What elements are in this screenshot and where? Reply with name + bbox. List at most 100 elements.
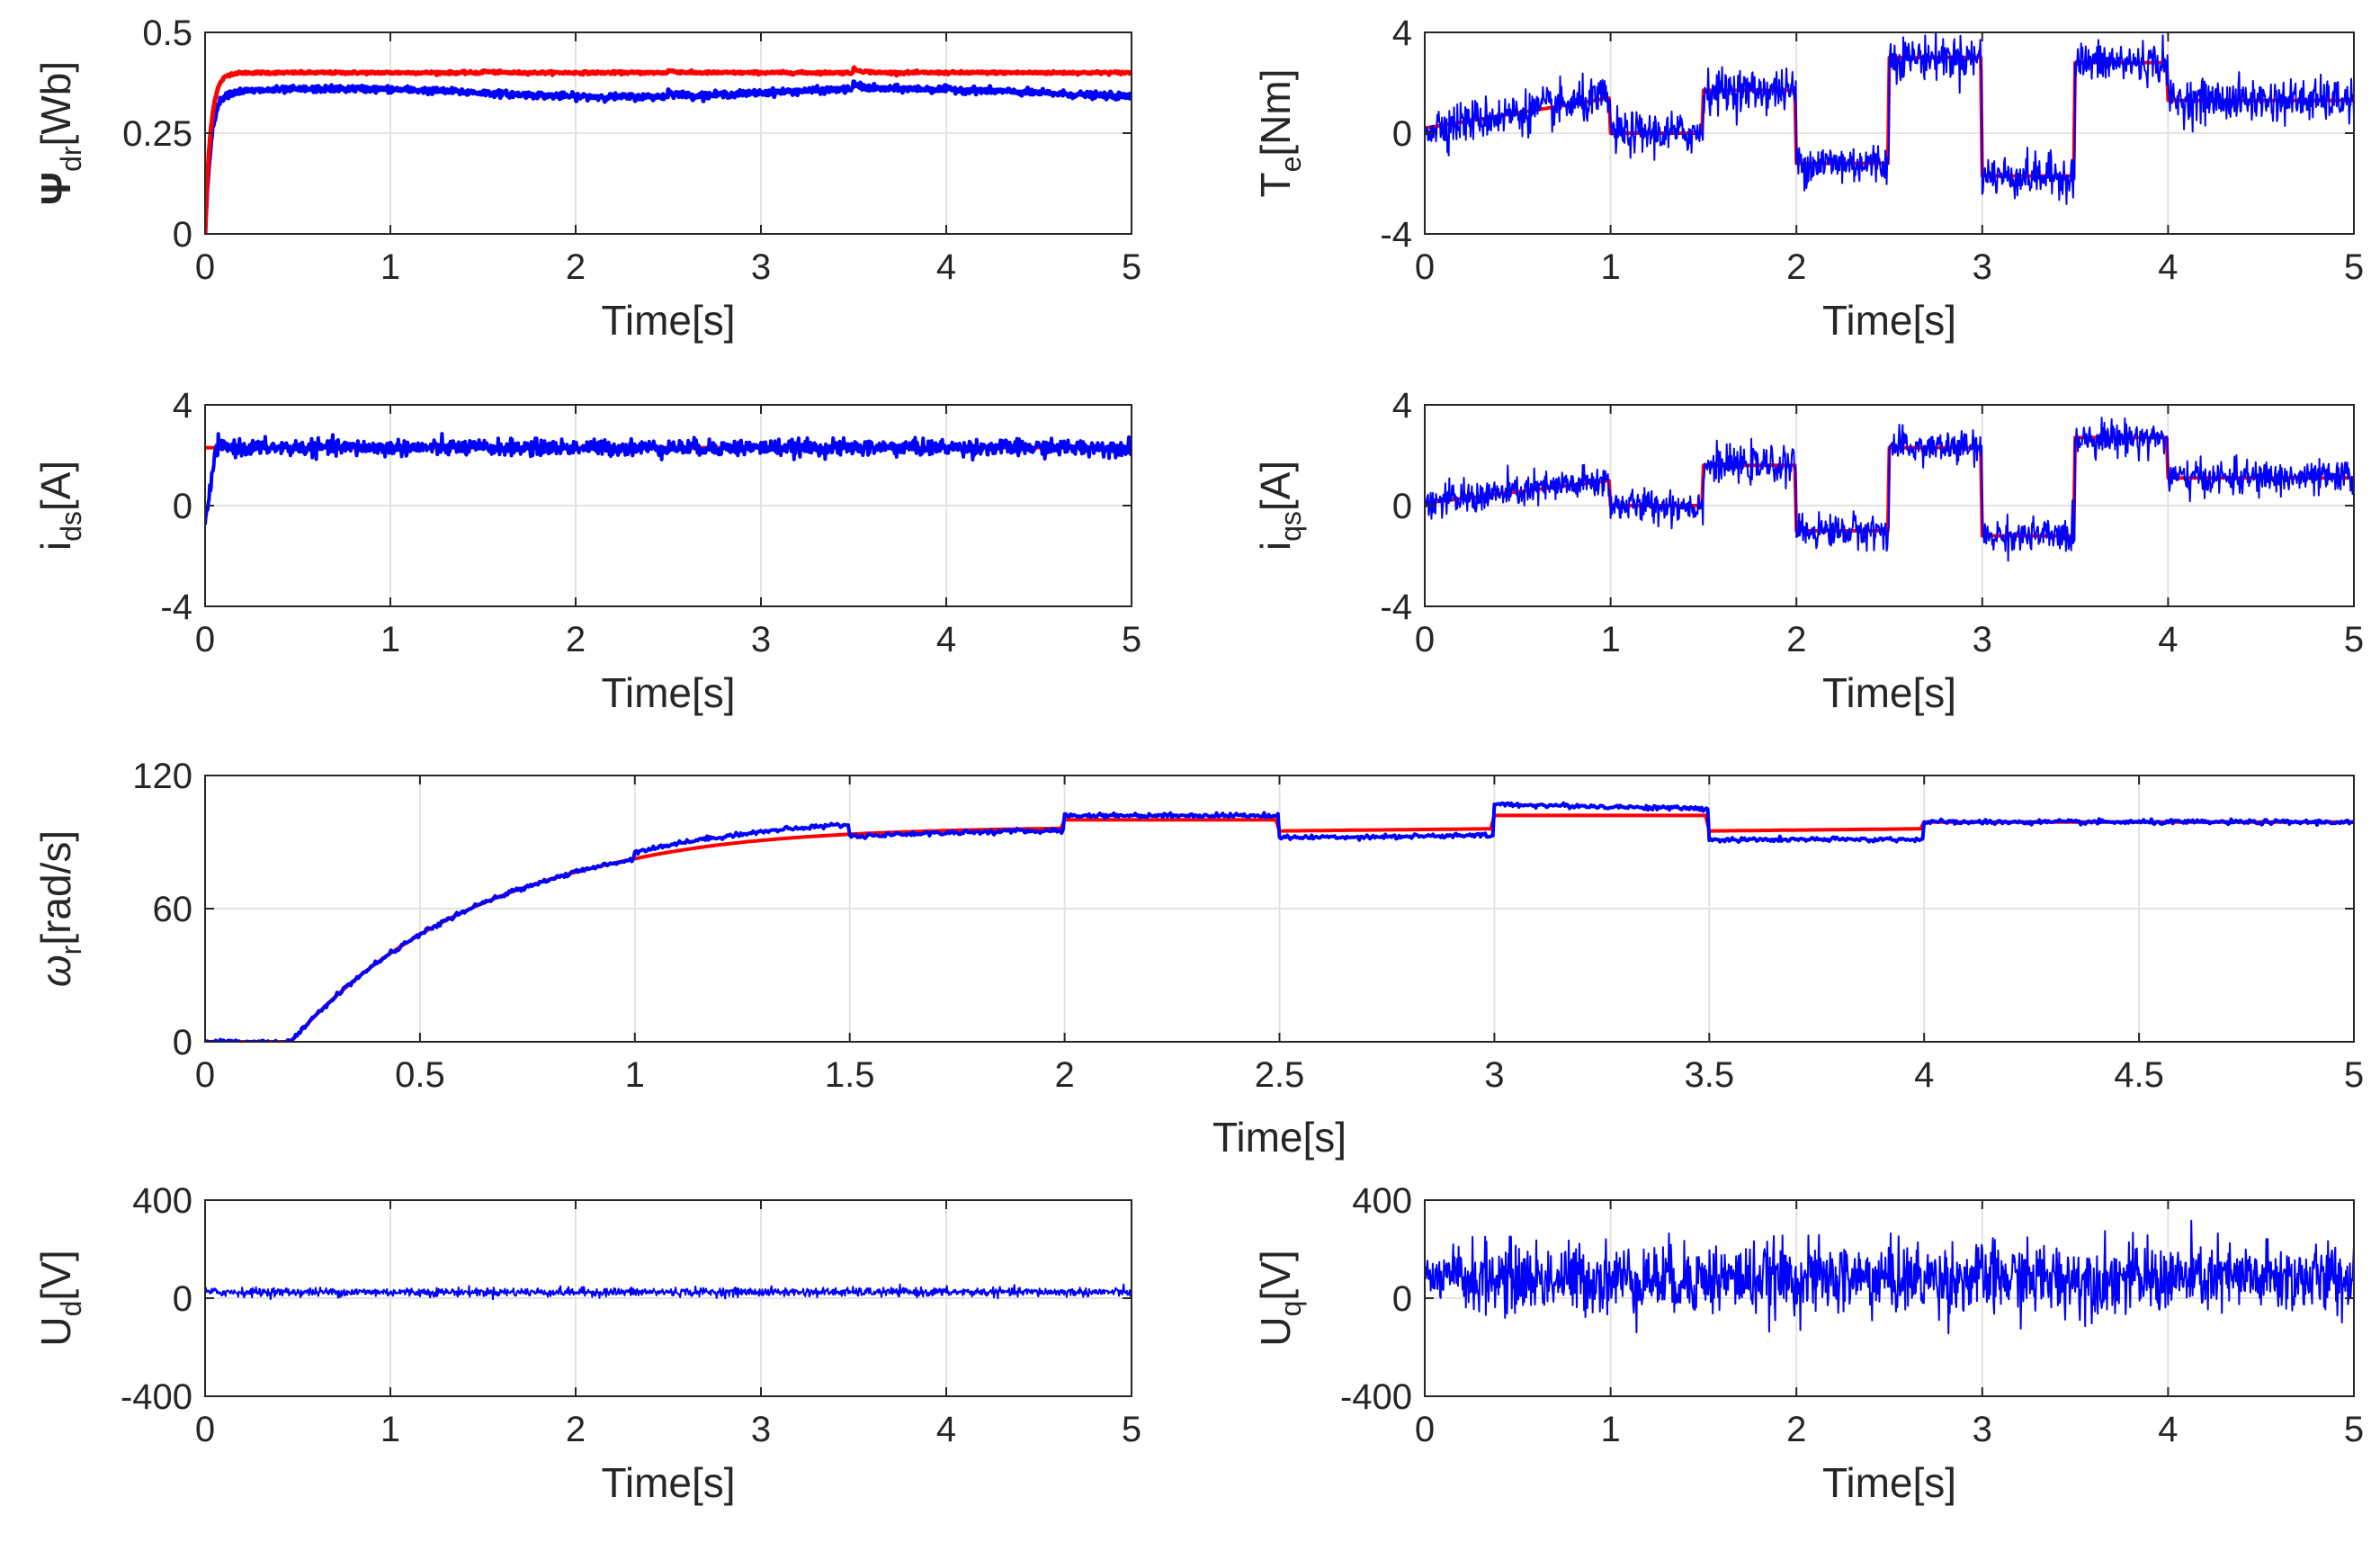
uq-ylabel: Uq[V] — [1252, 1250, 1307, 1346]
ids-ylabel: ids[A] — [32, 461, 87, 551]
uq-actual-series — [1425, 1219, 2354, 1335]
ylabel-symbol: i — [32, 542, 79, 551]
iqs-actual-series — [1425, 417, 2354, 562]
x-tick-label: 0 — [195, 620, 215, 659]
x-tick-label: 1 — [380, 1410, 400, 1449]
x-tick-label: 5 — [1122, 247, 1141, 287]
te-xlabel: Time[s] — [1822, 297, 1956, 344]
uq-xlabel: Time[s] — [1822, 1459, 1956, 1506]
x-tick-label: 0 — [195, 247, 215, 287]
psi-dr-axes: 0 1 2 3 4 5 0 0.25 0.5 Time[s] Ψdr[Wb] — [32, 13, 1141, 344]
y-tick-label: 0 — [173, 487, 192, 526]
y-tick-label: 0 — [1392, 487, 1412, 526]
ylabel-subscript: r — [55, 945, 87, 955]
x-tick-label: 4 — [2158, 1410, 2178, 1449]
x-tick-label: 3 — [1484, 1055, 1504, 1095]
x-tick-label: 1 — [625, 1055, 645, 1095]
x-tick-label: 5 — [1122, 1410, 1141, 1449]
ylabel-symbol: T — [1252, 172, 1299, 197]
x-tick-label: 2 — [566, 1410, 586, 1449]
y-tick-label: 0 — [173, 215, 192, 255]
y-tick-label: 0.5 — [142, 13, 192, 53]
y-tick-label: 60 — [153, 890, 193, 929]
y-tick-label: 4 — [1392, 13, 1412, 53]
ylabel-subscript: ds — [55, 511, 87, 542]
ylabel-subscript: d — [55, 1301, 87, 1317]
y-tick-label: -400 — [1340, 1377, 1412, 1417]
x-tick-label: 3 — [751, 1410, 771, 1449]
ylabel-symbol: Ψ — [32, 172, 79, 205]
iqs-xlabel: Time[s] — [1822, 669, 1956, 716]
y-tick-label: 0 — [173, 1279, 192, 1319]
x-tick-label: 4 — [936, 620, 956, 659]
x-tick-label: 1 — [1600, 620, 1620, 659]
x-tick-label: 1.5 — [825, 1055, 875, 1095]
x-tick-label: 4 — [2158, 247, 2178, 287]
ylabel-unit: [A] — [32, 461, 79, 511]
x-tick-label: 1 — [1600, 247, 1620, 287]
y-tick-label: 0 — [1392, 114, 1412, 154]
ylabel-subscript: qs — [1275, 511, 1307, 542]
x-tick-label: 5 — [2344, 620, 2364, 659]
omega-r-ylabel: ωr[rad/s] — [32, 830, 87, 987]
x-tick-label: 3 — [751, 620, 771, 659]
ud-actual-series — [205, 1283, 1132, 1301]
omega-r-axes: 0 0.5 1 1.5 2 2.5 3 3.5 4 4.5 5 0 60 120 Time[s] ωr[rad… — [32, 757, 2364, 1161]
x-tick-label: 0 — [1415, 620, 1435, 659]
x-tick-label: 2 — [1786, 620, 1806, 659]
ylabel-unit: [V] — [1252, 1250, 1299, 1300]
y-tick-label: 400 — [1352, 1181, 1412, 1221]
ylabel-symbol: ω — [32, 955, 79, 987]
y-tick-label: -4 — [160, 587, 192, 627]
iqs-ylabel: iqs[A] — [1252, 461, 1307, 551]
y-tick-label: -4 — [1380, 215, 1412, 255]
x-tick-label: 2.5 — [1255, 1055, 1305, 1095]
x-tick-label: 2 — [1786, 1410, 1806, 1449]
ylabel-unit: [rad/s] — [32, 830, 79, 946]
x-tick-label: 1 — [380, 620, 400, 659]
omega-r-actual-series — [205, 801, 2354, 1042]
x-tick-label: 2 — [1054, 1055, 1074, 1095]
x-tick-label: 3 — [1973, 1410, 1992, 1449]
x-tick-label: 4.5 — [2114, 1055, 2164, 1095]
y-tick-label: 0.25 — [122, 114, 192, 154]
psi-dr-actual-series — [205, 79, 1132, 234]
psi-dr-reference-series — [205, 65, 1132, 234]
ylabel-subscript: q — [1275, 1301, 1307, 1317]
ylabel-unit: [A] — [1252, 461, 1299, 511]
ylabel-symbol: U — [32, 1316, 79, 1346]
ids-xlabel: Time[s] — [601, 669, 735, 716]
y-tick-label: 120 — [132, 757, 192, 796]
x-tick-label: 1 — [380, 247, 400, 287]
x-tick-label: 0 — [195, 1055, 215, 1095]
y-tick-label: 400 — [132, 1181, 192, 1221]
y-tick-label: 0 — [173, 1023, 192, 1062]
x-tick-label: 5 — [2344, 247, 2364, 287]
y-tick-label: -4 — [1380, 587, 1412, 627]
y-tick-label: 0 — [1392, 1279, 1412, 1319]
psi-dr-xlabel: Time[s] — [601, 297, 735, 344]
x-tick-label: 2 — [566, 620, 586, 659]
x-tick-label: 2 — [566, 247, 586, 287]
x-tick-label: 1 — [1600, 1410, 1620, 1449]
ids-actual-series — [205, 432, 1132, 525]
ylabel-symbol: i — [1252, 542, 1299, 551]
x-tick-label: 3 — [1973, 247, 1992, 287]
x-tick-label: 5 — [1122, 620, 1141, 659]
y-tick-label: 4 — [173, 386, 192, 426]
y-tick-label: -400 — [121, 1377, 192, 1417]
ylabel-symbol: U — [1252, 1316, 1299, 1346]
x-tick-label: 0 — [195, 1410, 215, 1449]
x-tick-label: 4 — [1914, 1055, 1934, 1095]
x-tick-label: 0 — [1415, 1410, 1435, 1449]
ud-ylabel: Ud[V] — [32, 1250, 87, 1346]
ud-xlabel: Time[s] — [601, 1459, 735, 1506]
x-tick-label: 3.5 — [1684, 1055, 1734, 1095]
x-tick-label: 4 — [2158, 620, 2178, 659]
x-tick-label: 2 — [1786, 247, 1806, 287]
ylabel-subscript: dr — [55, 146, 87, 172]
x-tick-label: 3 — [751, 247, 771, 287]
